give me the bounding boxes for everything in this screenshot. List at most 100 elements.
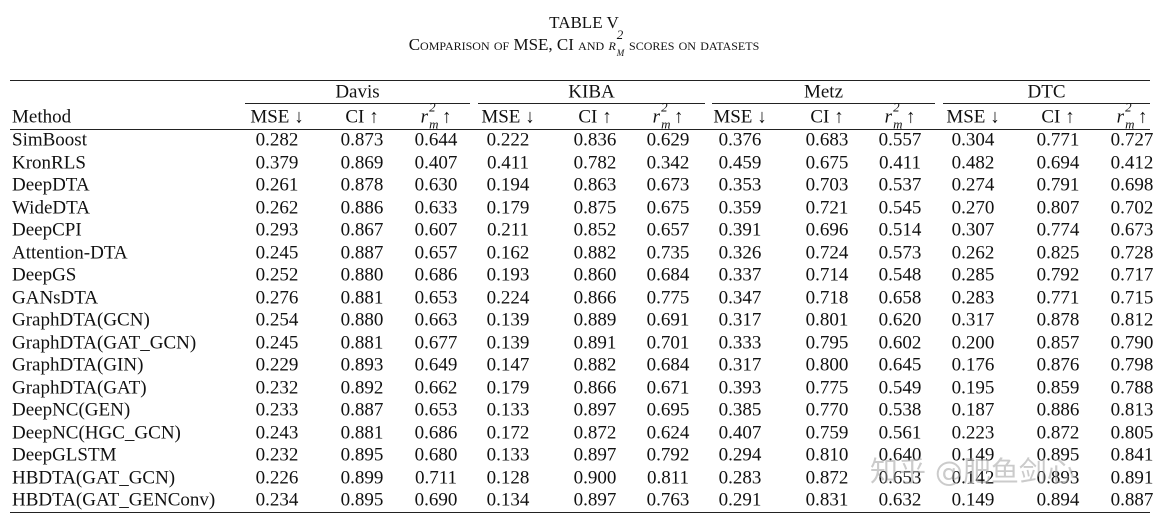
group-rule	[478, 103, 705, 104]
score-cell: 0.694	[1036, 152, 1080, 173]
score-cell: 0.728	[1110, 242, 1154, 263]
score-cell: 0.653	[878, 467, 922, 488]
score-cell: 0.724	[805, 242, 849, 263]
score-cell: 0.139	[486, 332, 530, 353]
score-cell: 0.193	[486, 264, 530, 286]
score-cell: 0.878	[340, 174, 384, 196]
score-cell: 0.633	[414, 197, 458, 218]
score-cell: 0.545	[878, 197, 922, 218]
score-cell: 0.863	[573, 174, 617, 196]
score-cell: 0.788	[1110, 377, 1154, 398]
method-name: DeepNC(GEN)	[12, 399, 131, 421]
score-cell: 0.224	[486, 287, 530, 308]
score-cell: 0.333	[718, 332, 762, 353]
score-cell: 0.134	[486, 489, 530, 511]
score-cell: 0.662	[414, 377, 458, 398]
score-cell: 0.801	[805, 309, 849, 331]
score-cell: 0.229	[255, 354, 299, 376]
score-cell: 0.671	[646, 377, 690, 398]
score-cell: 0.307	[951, 219, 995, 241]
score-cell: 0.359	[718, 197, 762, 218]
score-cell: 0.223	[951, 422, 995, 443]
score-cell: 0.607	[414, 219, 458, 241]
score-cell: 0.889	[573, 309, 617, 331]
score-cell: 0.172	[486, 422, 530, 443]
score-cell: 0.233	[255, 399, 299, 421]
score-cell: 0.886	[340, 197, 384, 218]
score-cell: 0.691	[646, 309, 690, 331]
score-cell: 0.717	[1110, 264, 1154, 286]
method-name: GraphDTA(GIN)	[12, 354, 144, 376]
score-cell: 0.304	[951, 129, 995, 151]
score-cell: 0.133	[486, 399, 530, 421]
score-cell: 0.262	[951, 242, 995, 263]
score-cell: 0.291	[718, 489, 762, 511]
score-cell: 0.645	[878, 354, 922, 376]
score-cell: 0.675	[646, 197, 690, 218]
score-cell: 0.243	[255, 422, 299, 443]
column-header: CI ↑	[317, 108, 407, 127]
caption-math: r	[608, 35, 616, 54]
score-cell: 0.270	[951, 197, 995, 218]
score-cell: 0.673	[646, 174, 690, 196]
score-cell: 0.810	[805, 444, 849, 466]
score-cell: 0.800	[805, 354, 849, 376]
score-cell: 0.897	[573, 489, 617, 511]
metric-sup: 2	[429, 99, 436, 115]
score-cell: 0.775	[805, 377, 849, 398]
score-cell: 0.875	[573, 197, 617, 218]
score-cell: 0.337	[718, 264, 762, 286]
score-cell: 0.714	[805, 264, 849, 286]
score-cell: 0.379	[255, 152, 299, 173]
score-cell: 0.549	[878, 377, 922, 398]
group-header: Davis	[335, 81, 380, 103]
score-cell: 0.798	[1110, 354, 1154, 376]
score-cell: 0.684	[646, 354, 690, 376]
score-cell: 0.407	[414, 152, 458, 173]
group-header: KIBA	[568, 81, 615, 103]
column-header: MSE ↓	[463, 108, 553, 127]
score-cell: 0.234	[255, 489, 299, 511]
score-cell: 0.293	[255, 219, 299, 241]
score-cell: 0.721	[805, 197, 849, 218]
group-rule	[712, 103, 935, 104]
score-cell: 0.782	[573, 152, 617, 173]
score-cell: 0.711	[414, 467, 458, 488]
method-name: HBDTA(GAT_GCN)	[12, 467, 176, 488]
metric-arrow: ↑	[441, 106, 452, 128]
score-cell: 0.412	[1110, 152, 1154, 173]
score-cell: 0.653	[414, 287, 458, 308]
score-cell: 0.187	[951, 399, 995, 421]
score-cell: 0.892	[340, 377, 384, 398]
score-cell: 0.891	[573, 332, 617, 353]
method-name: GANsDTA	[12, 287, 99, 308]
score-cell: 0.673	[1110, 219, 1154, 241]
score-cell: 0.873	[340, 129, 384, 151]
score-cell: 0.226	[255, 467, 299, 488]
score-cell: 0.629	[646, 129, 690, 151]
score-cell: 0.139	[486, 309, 530, 331]
score-cell: 0.774	[1036, 219, 1080, 241]
metric-arrow: ↑	[369, 106, 379, 128]
score-cell: 0.775	[646, 287, 690, 308]
score-cell: 0.718	[805, 287, 849, 308]
score-cell: 0.893	[340, 354, 384, 376]
score-cell: 0.245	[255, 332, 299, 353]
score-cell: 0.887	[340, 399, 384, 421]
score-cell: 0.276	[255, 287, 299, 308]
score-cell: 0.176	[951, 354, 995, 376]
metric-sup: 2	[661, 99, 668, 115]
metric-sub: m	[1125, 116, 1135, 132]
metric-arrow: ↑	[905, 106, 916, 128]
score-cell: 0.133	[486, 444, 530, 466]
score-cell: 0.886	[1036, 399, 1080, 421]
score-cell: 0.897	[573, 444, 617, 466]
method-name: DeepGS	[12, 264, 77, 286]
score-cell: 0.680	[414, 444, 458, 466]
score-cell: 0.857	[1036, 332, 1080, 353]
metric-math: r	[1116, 106, 1125, 128]
metric-arrow: ↑	[1065, 106, 1075, 128]
score-cell: 0.285	[951, 264, 995, 286]
